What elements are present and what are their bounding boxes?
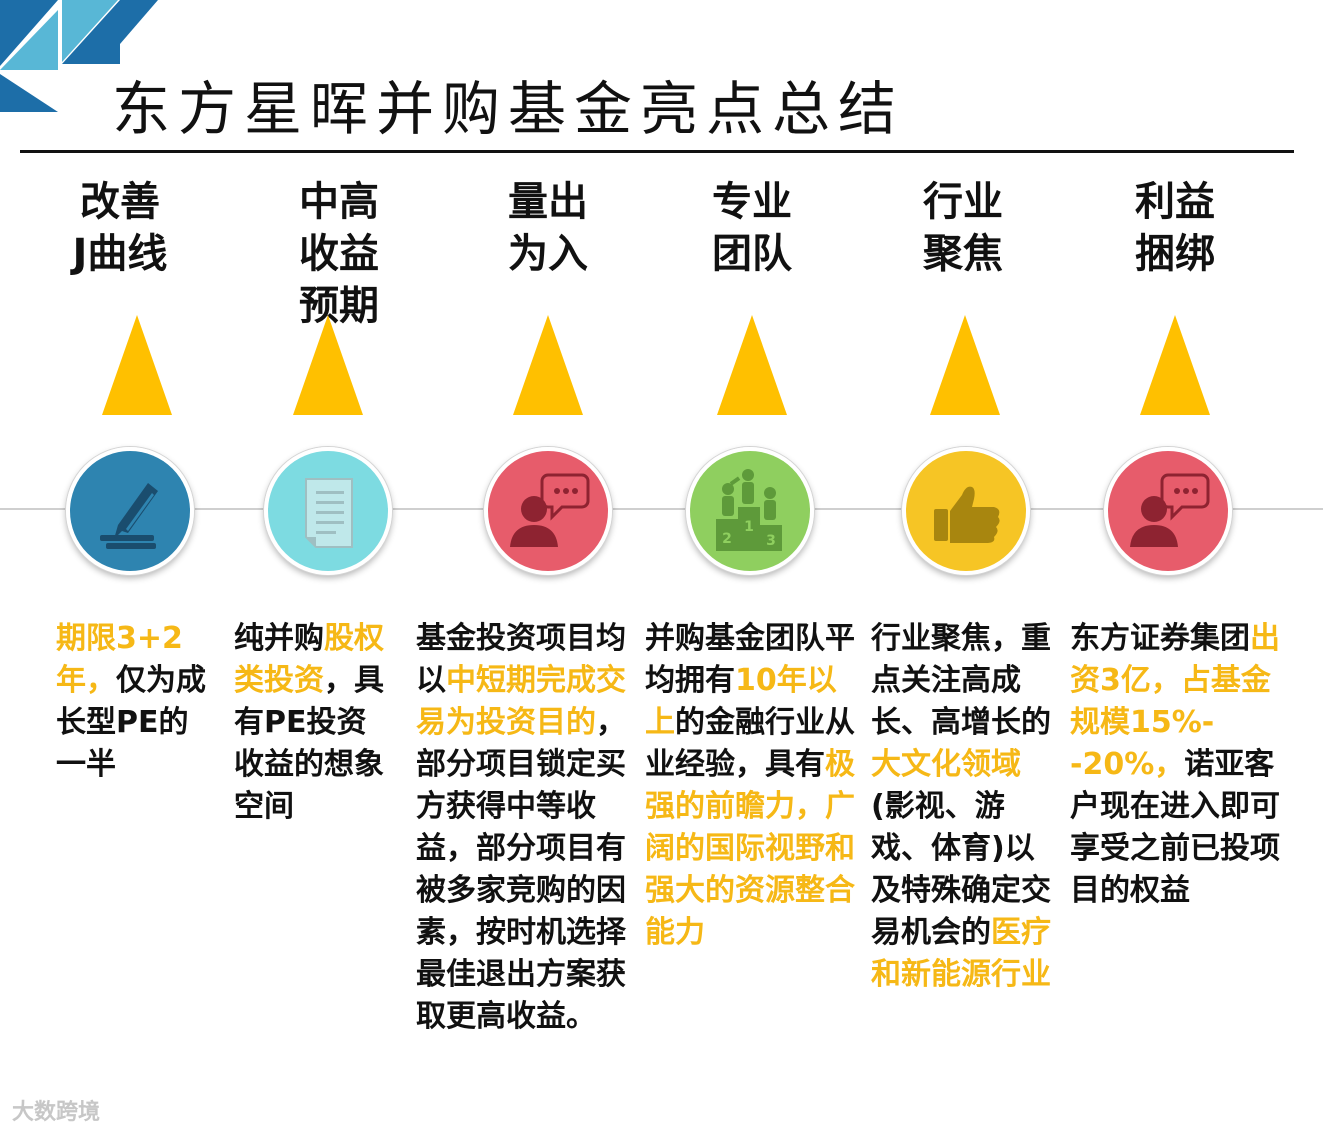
- description-text: 东方证券集团: [1070, 621, 1250, 656]
- person-chat-icon: [1108, 451, 1228, 571]
- triangle-marker: [102, 315, 172, 415]
- column-description: 纯并购股权类投资，具有PE投资收益的想象空间: [234, 618, 394, 828]
- description-text: 行业聚焦，重点关注高成长、高增长的: [871, 621, 1051, 740]
- circle-icon-badge: [902, 447, 1030, 575]
- highlighted-text: 期限3+2年，: [56, 621, 183, 698]
- timeline-line: [0, 508, 1323, 510]
- description-text: 的金融行业从业经验，具有: [645, 705, 855, 782]
- svg-text:1: 1: [744, 519, 754, 535]
- column-heading: 专业 团队: [712, 179, 792, 277]
- highlighted-text: 股权类投资: [234, 621, 384, 698]
- description-text: 并购基金团队平均拥有: [645, 621, 855, 698]
- svg-text:3: 3: [766, 533, 776, 549]
- circle-icon-badge: [1104, 447, 1232, 575]
- pencil-paper-icon: [70, 451, 190, 571]
- podium-icon: 2 1 3: [690, 451, 810, 571]
- highlighted-text: 出资3亿，占基金规模15%--20%，: [1070, 621, 1280, 782]
- highlighted-text: 中短期完成交易为投资目的: [416, 663, 626, 740]
- description-text: 纯并购: [234, 621, 324, 656]
- title-underline: [20, 150, 1294, 153]
- circle-icon-badge: 2 1 3: [686, 447, 814, 575]
- description-text: ，具有PE投资收益的想象空间: [234, 663, 384, 824]
- highlighted-text: 10年以上: [645, 663, 837, 740]
- circle-icon-badge: [484, 447, 612, 575]
- triangle-marker: [1140, 315, 1210, 415]
- column-description: 东方证券集团出资3亿，占基金规模15%--20%，诺亚客户现在进入即可享受之前已…: [1070, 618, 1284, 912]
- circle-icon-badge: [264, 447, 392, 575]
- highlighted-text: 极强的前瞻力，广阔的国际视野和强大的资源整合能力: [645, 747, 855, 950]
- triangle-marker: [293, 315, 363, 415]
- highlighted-text: 大文化领域: [871, 747, 1021, 782]
- highlighted-text: 医疗和新能源行业: [871, 915, 1051, 992]
- person-chat-icon: [488, 451, 608, 571]
- column-heading: 行业 聚焦: [923, 179, 1003, 277]
- triangle-marker: [717, 315, 787, 415]
- document-icon: [268, 451, 388, 571]
- description-text: 仅为成长型PE的一半: [56, 663, 206, 782]
- watermark: 大数跨境: [12, 1100, 101, 1125]
- column-heading: 量出 为入: [508, 179, 588, 277]
- triangle-marker: [513, 315, 583, 415]
- svg-text:2: 2: [722, 531, 732, 547]
- description-text: (影视、游戏、体育)以及特殊确定交易机会的: [871, 789, 1051, 950]
- corner-logo: [0, 0, 158, 112]
- column-heading: 中高 收益 预期: [299, 179, 379, 329]
- column-description: 行业聚焦，重点关注高成长、高增长的大文化领域 (影视、游戏、体育)以及特殊确定交易…: [871, 618, 1051, 996]
- column-description: 基金投资项目均以中短期完成交易为投资目的，部分项目锁定买方获得中等收益，部分项目…: [416, 618, 630, 1038]
- column-description: 并购基金团队平均拥有10年以上的金融行业从业经验，具有极强的前瞻力，广阔的国际视…: [645, 618, 859, 954]
- description-text: ，部分项目锁定买方获得中等收益，部分项目有被多家竞购的因素，按时机选择最佳退出方…: [416, 705, 626, 1034]
- description-text: 诺亚客户现在进入即可享受之前已投项目的权益: [1070, 747, 1280, 908]
- column-heading: 改善 J曲线: [72, 179, 168, 277]
- triangle-marker: [930, 315, 1000, 415]
- thumbs-up-icon: [906, 451, 1026, 571]
- circle-icon-badge: [66, 447, 194, 575]
- page-title: 东方星晖并购基金亮点总结: [112, 75, 905, 143]
- column-description: 期限3+2年，仅为成长型PE的一半: [56, 618, 206, 786]
- column-heading: 利益 捆绑: [1135, 179, 1215, 277]
- description-text: 基金投资项目均以: [416, 621, 626, 698]
